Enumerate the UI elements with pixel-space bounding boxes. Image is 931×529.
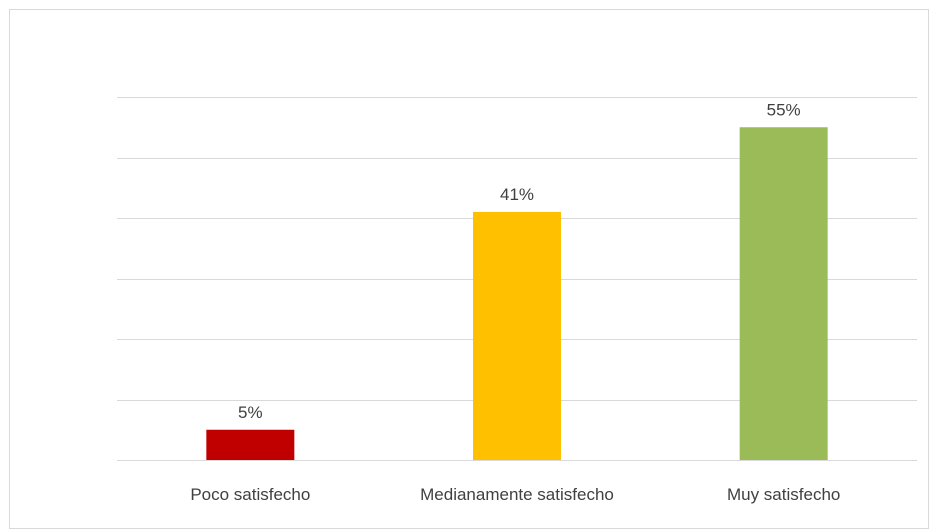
- data-label: 5%: [238, 403, 263, 422]
- bar: [739, 127, 828, 460]
- category-label: Medianamente satisfecho: [420, 485, 614, 504]
- category-label: Muy satisfecho: [727, 485, 840, 504]
- bar: [473, 211, 561, 460]
- data-label: 41%: [500, 185, 534, 204]
- bar: [206, 429, 295, 460]
- category-labels: Poco satisfecho Medianamente satisfecho Mu…: [190, 485, 840, 504]
- bar-chart: 5% 41% 55% Poco satisfecho Medianamente sat…: [117, 97, 917, 504]
- category-label: Poco satisfecho: [190, 485, 310, 504]
- bars: [206, 127, 828, 460]
- value-labels: 5% 41% 55%: [238, 100, 801, 422]
- data-label: 55%: [767, 100, 801, 119]
